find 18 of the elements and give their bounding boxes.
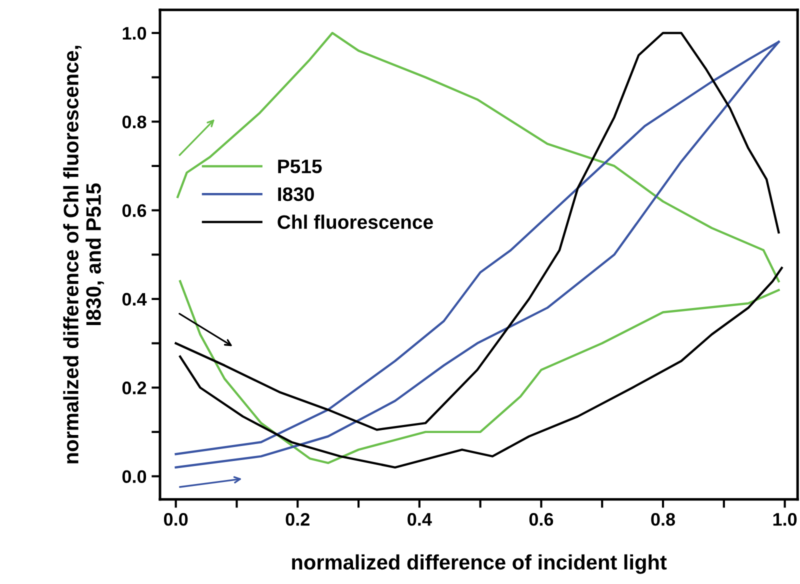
- x-tick-label: 0.6: [529, 512, 554, 526]
- y-tick-label: 0.6: [122, 204, 146, 218]
- y-axis-title: normalized difference of Chl fluorescence, I830, and P515: [63, 46, 104, 464]
- legend-label: Chl fluorescence: [278, 214, 433, 229]
- legend-label: I830: [278, 187, 314, 202]
- x-tick-label: 0.0: [164, 512, 188, 526]
- legend-label: P515: [278, 160, 322, 174]
- x-tick-label: 1.0: [773, 512, 797, 526]
- y-tick-label: 0.0: [122, 470, 146, 483]
- y-tick-label: 0.4: [122, 292, 147, 306]
- x-tick-label: 0.4: [408, 512, 432, 526]
- x-tick-label: 0.8: [651, 512, 676, 526]
- x-axis-title: normalized difference of incident light: [292, 554, 667, 574]
- x-tick-label: 0.2: [286, 512, 310, 526]
- y-tick-label: 1.0: [122, 26, 146, 40]
- y-tick-label: 0.2: [122, 382, 146, 394]
- line-series: [176, 32, 780, 282]
- y-tick-label: 0.8: [122, 116, 146, 128]
